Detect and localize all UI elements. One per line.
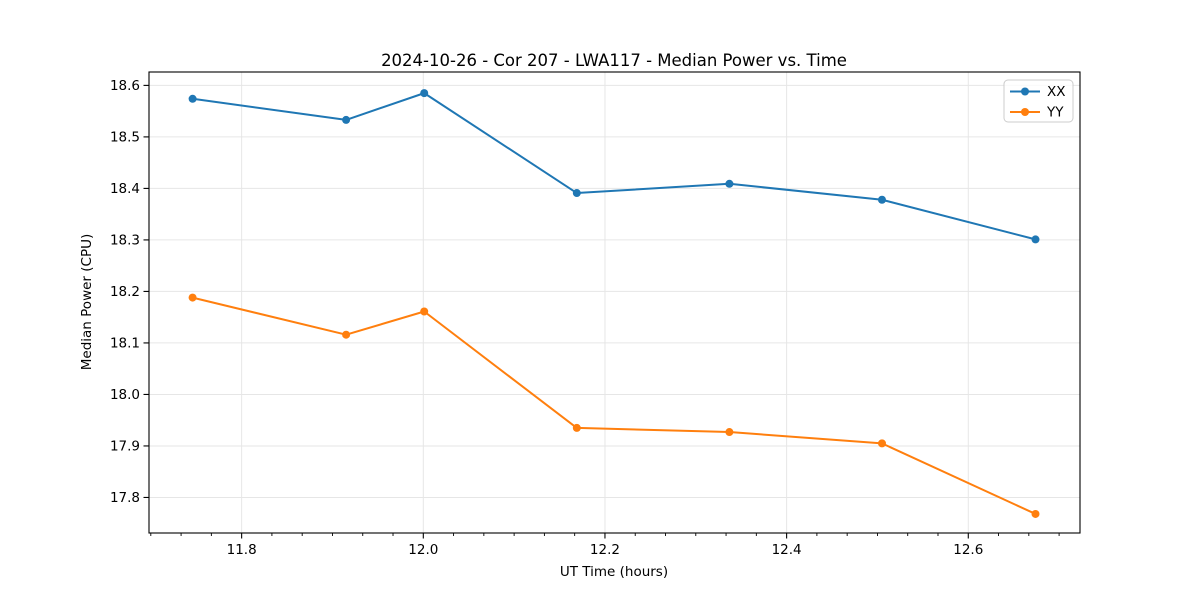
plot-area — [149, 72, 1080, 533]
y-tick-label: 18.6 — [110, 78, 140, 94]
data-point-XX — [342, 115, 351, 124]
grid-layer — [149, 72, 1080, 533]
axes-spines — [148, 71, 1081, 534]
y-tick-label: 18.2 — [110, 284, 140, 300]
legend-marker — [1021, 87, 1029, 96]
data-point-XX — [725, 179, 734, 188]
data-point-YY — [725, 428, 734, 437]
legend-label: XX — [1047, 84, 1066, 100]
data-point-YY — [877, 439, 886, 448]
x-tick-label: 12.0 — [408, 542, 438, 558]
data-point-YY — [572, 423, 581, 432]
x-tick-label: 12.6 — [953, 542, 983, 558]
data-point-YY — [1031, 509, 1040, 518]
y-tick-label: 18.1 — [110, 336, 140, 352]
tick-layer: 11.8 12.0 12.2 12.4 12.6 17.8 17.9 18.0 18.1 18.2… — [110, 78, 1060, 558]
y-tick-label: 17.8 — [110, 490, 140, 506]
legend-marker — [1021, 108, 1029, 116]
data-point-XX — [572, 189, 581, 198]
x-tick-label: 11.8 — [227, 542, 257, 558]
x-tick-label: 12.4 — [772, 542, 802, 558]
y-tick-label: 18.0 — [110, 387, 140, 403]
y-axis-label: Median Power (CPU) — [79, 234, 95, 370]
data-point-XX — [877, 195, 886, 204]
chart-title: 2024-10-26 - Cor 207 - LWA117 - Median P… — [381, 51, 847, 70]
x-tick-label: 12.2 — [590, 542, 620, 558]
y-tick-label: 18.4 — [110, 181, 140, 197]
legend: XX YY — [1003, 79, 1074, 123]
data-point-YY — [420, 307, 429, 316]
x-axis-label: UT Time (hours) — [560, 564, 668, 580]
data-point-YY — [342, 330, 351, 339]
series-layer — [188, 89, 1040, 518]
data-point-XX — [188, 94, 197, 103]
data-point-XX — [420, 89, 429, 98]
data-point-XX — [1031, 235, 1040, 244]
y-tick-label: 18.5 — [110, 130, 140, 146]
y-tick-label: 18.3 — [110, 233, 140, 249]
y-tick-label: 17.9 — [110, 439, 140, 455]
data-point-YY — [188, 293, 197, 302]
legend-label: YY — [1046, 105, 1064, 121]
